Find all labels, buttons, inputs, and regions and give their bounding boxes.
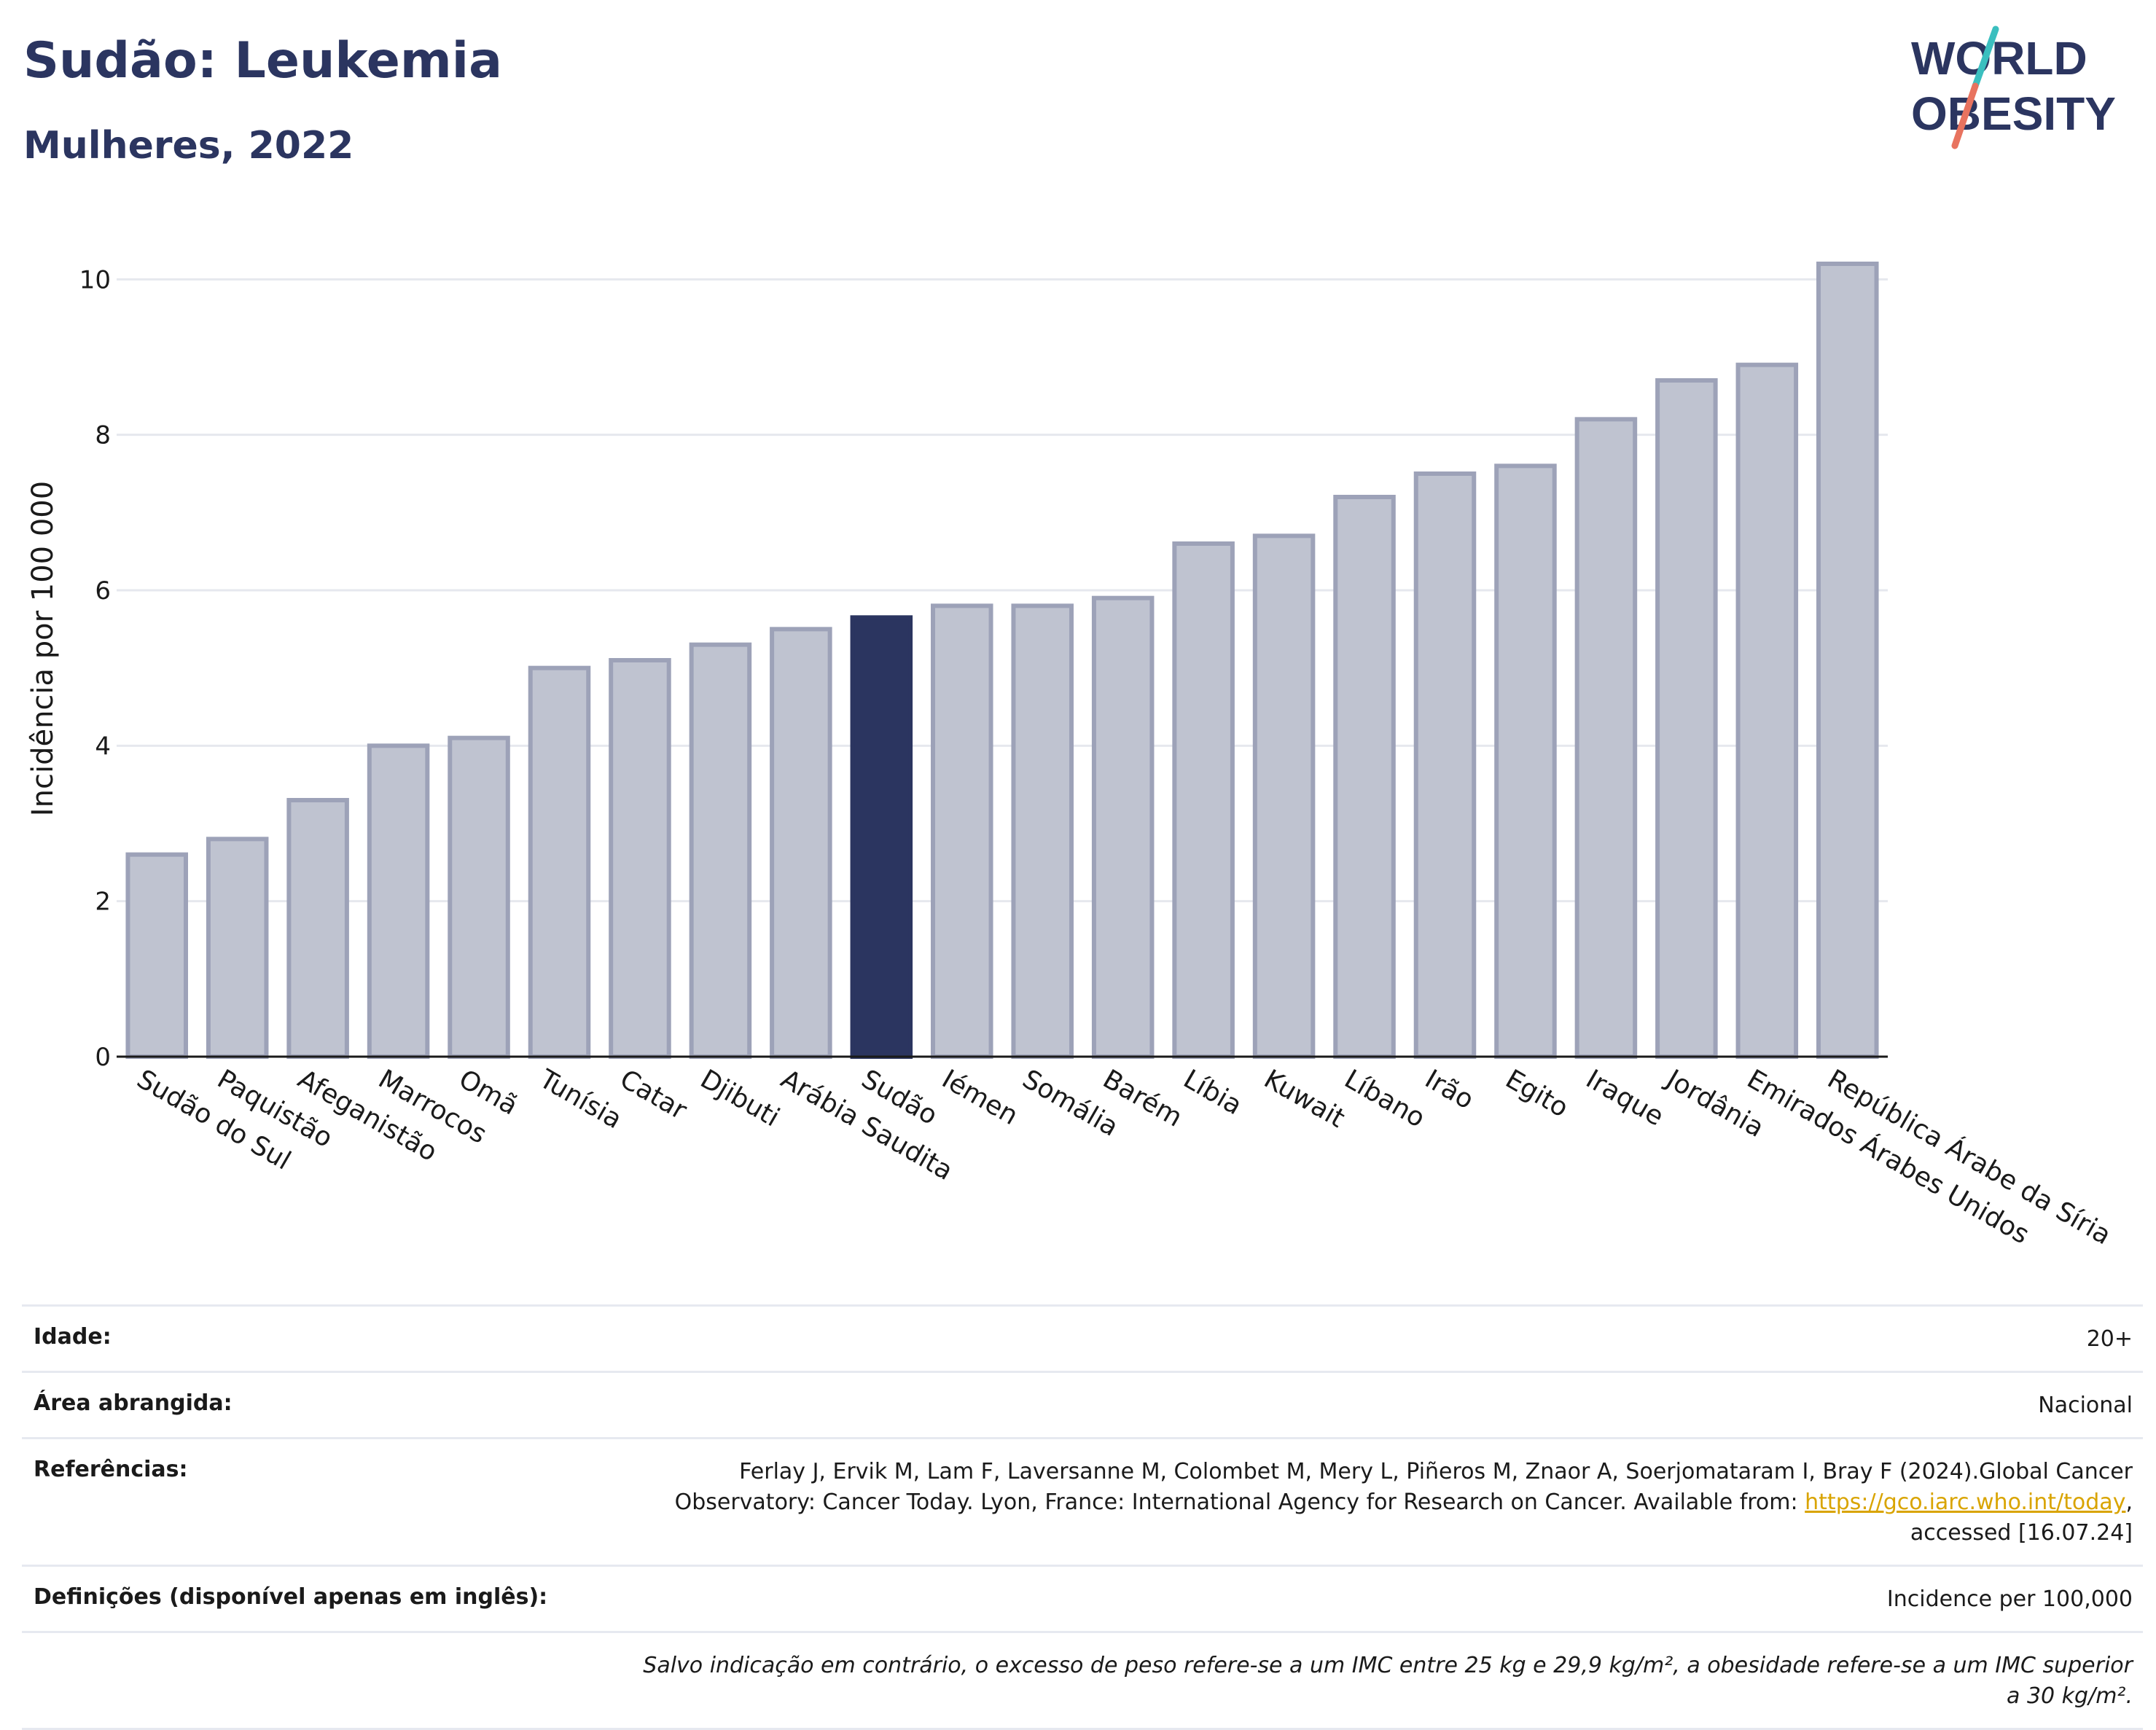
bar-omã[interactable]	[448, 735, 510, 1060]
area-label: Área abrangida:	[34, 1390, 233, 1416]
bar-iraque[interactable]	[1574, 417, 1638, 1059]
y-tick-label: 2	[95, 888, 111, 917]
y-tick-label: 4	[95, 732, 111, 761]
x-tick-label: Kuwait	[1259, 1064, 1350, 1134]
bar-catar[interactable]	[609, 658, 671, 1059]
bar-líbia[interactable]	[1172, 541, 1235, 1059]
age-value: 20+	[2086, 1326, 2133, 1352]
bar-barém[interactable]	[1091, 595, 1155, 1059]
bar-egito[interactable]	[1494, 463, 1557, 1059]
bar-sudão[interactable]	[850, 615, 913, 1059]
bar-paquistão[interactable]	[206, 837, 269, 1060]
y-axis-title: Incidência por 100 000	[26, 481, 60, 816]
x-tick-label: Iraque	[1581, 1064, 1668, 1132]
bar-afeganistão[interactable]	[286, 798, 349, 1059]
y-tick-label: 8	[95, 421, 111, 450]
x-tick-label: Djibuti	[695, 1064, 784, 1132]
bar-tunísia[interactable]	[528, 665, 591, 1059]
x-tick-label: Iémen	[937, 1064, 1023, 1131]
logo-slash-bottom	[1951, 82, 1979, 149]
bar-iémen[interactable]	[931, 603, 993, 1059]
y-tick-label: 10	[79, 265, 111, 294]
bar-sudão-do-sul[interactable]	[125, 852, 188, 1059]
info-row-age: Idade: 20+	[22, 1304, 2143, 1371]
definitions-value: Incidence per 100,000	[1886, 1586, 2133, 1612]
x-tick-label: Catar	[614, 1064, 692, 1126]
references-value: Ferlay J, Ervik M, Lam F, Laversanne M, …	[638, 1457, 2133, 1549]
logo-line2: OBESITY	[1911, 87, 2116, 140]
world-obesity-logo: WORLD OBESITY	[1911, 26, 2116, 149]
chart-title: Sudão: Leukemia	[23, 32, 502, 90]
age-label: Idade:	[34, 1324, 112, 1350]
x-axis-labels: Sudão do SulPaquistãoAfeganistãoMarrocos…	[132, 1063, 2117, 1250]
bar-marrocos[interactable]	[367, 743, 430, 1059]
bar-emirados-árabes-unidos[interactable]	[1735, 362, 1799, 1059]
bar-chart: 0 2 4 6 8 10 Sudão do SulPaquistãoAfeganistão…	[26, 262, 2117, 1250]
x-tick-label: Líbano	[1340, 1064, 1430, 1133]
info-row-references: Referências: Ferlay J, Ervik M, Lam F, L…	[22, 1437, 2143, 1565]
bar-irão[interactable]	[1413, 471, 1477, 1059]
logo-slash-top	[1972, 26, 1999, 90]
bar-kuwait[interactable]	[1252, 533, 1316, 1059]
x-tick-label: Tunísia	[534, 1064, 627, 1135]
references-label: Referências:	[34, 1457, 188, 1482]
info-row-area: Área abrangida: Nacional	[22, 1371, 2143, 1437]
footnote: Salvo indicação em contrário, o excesso …	[643, 1653, 2133, 1709]
info-row-definitions: Definições (disponível apenas em inglês)…	[22, 1565, 2143, 1631]
y-tick-label: 6	[95, 576, 111, 606]
bar-arábia-saudita[interactable]	[770, 627, 832, 1059]
x-tick-label: Líbia	[1179, 1064, 1247, 1121]
bar-somália[interactable]	[1011, 603, 1074, 1059]
logo-line1: WORLD	[1911, 32, 2087, 85]
chart-subtitle: Mulheres, 2022	[23, 124, 354, 168]
bar-república-árabe-da-síria[interactable]	[1816, 262, 1879, 1059]
x-tick-label: Egito	[1500, 1064, 1573, 1123]
y-tick-label: 0	[95, 1043, 111, 1072]
info-table: Idade: 20+ Área abrangida: Nacional Refe…	[22, 1304, 2143, 1730]
info-row-note: Salvo indicação em contrário, o excesso …	[22, 1631, 2143, 1730]
bar-jordânia[interactable]	[1655, 378, 1718, 1059]
references-suffix: , accessed [16.07.24]	[1910, 1490, 2133, 1546]
bar-djibuti[interactable]	[689, 642, 752, 1059]
references-text: Ferlay J, Ervik M, Lam F, Laversanne M, …	[674, 1459, 2133, 1515]
area-value: Nacional	[2038, 1393, 2133, 1418]
y-axis-ticks: 0 2 4 6 8 10	[79, 265, 111, 1072]
bar-líbano[interactable]	[1333, 495, 1396, 1059]
bars	[125, 262, 1879, 1060]
definitions-label: Definições (disponível apenas em inglês)…	[34, 1584, 548, 1610]
references-link[interactable]: https://gco.iarc.who.int/today	[1805, 1490, 2126, 1515]
